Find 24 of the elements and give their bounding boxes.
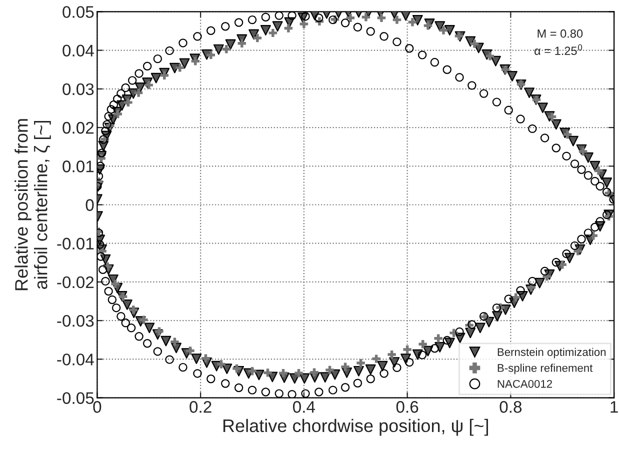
y-tick-label: -0.01 xyxy=(57,238,94,250)
y-tick-label: -0.04 xyxy=(57,354,94,366)
y-axis-title: Relative position from airfoil centerline, ζ [~] xyxy=(14,119,51,290)
y-tick-label: -0.03 xyxy=(57,314,94,327)
x-tick-label: 0.8 xyxy=(500,401,522,413)
legend-label: NACA0012 xyxy=(498,380,552,388)
y-tick-label: 0 xyxy=(86,199,94,211)
x-tick-label: 0.6 xyxy=(396,401,418,413)
y-tick-label: 0.05 xyxy=(62,6,94,18)
y-tick-label: 0.04 xyxy=(62,44,94,57)
y-tick-label: 0.02 xyxy=(62,122,94,134)
x-tick-label: 0.4 xyxy=(292,401,316,413)
x-tick-label: 0.2 xyxy=(190,401,212,413)
x-axis-title: Relative chordwise position, ψ [~] xyxy=(223,418,488,436)
legend-label: B-spline refinement xyxy=(498,364,593,374)
legend-label: Bernstein optimization xyxy=(498,348,606,358)
y-tick-label: 0.01 xyxy=(62,160,94,172)
y-tick-label: -0.02 xyxy=(57,276,94,288)
y-tick-label: -0.05 xyxy=(57,392,94,404)
annotation: M = 0.80 xyxy=(538,29,583,38)
annotation: α = 1.25$^{0}$ xyxy=(534,44,582,56)
x-tick-label: 1 xyxy=(610,401,618,413)
x-tick-label: 0 xyxy=(93,401,102,413)
y-tick-label: 0.03 xyxy=(62,83,94,96)
